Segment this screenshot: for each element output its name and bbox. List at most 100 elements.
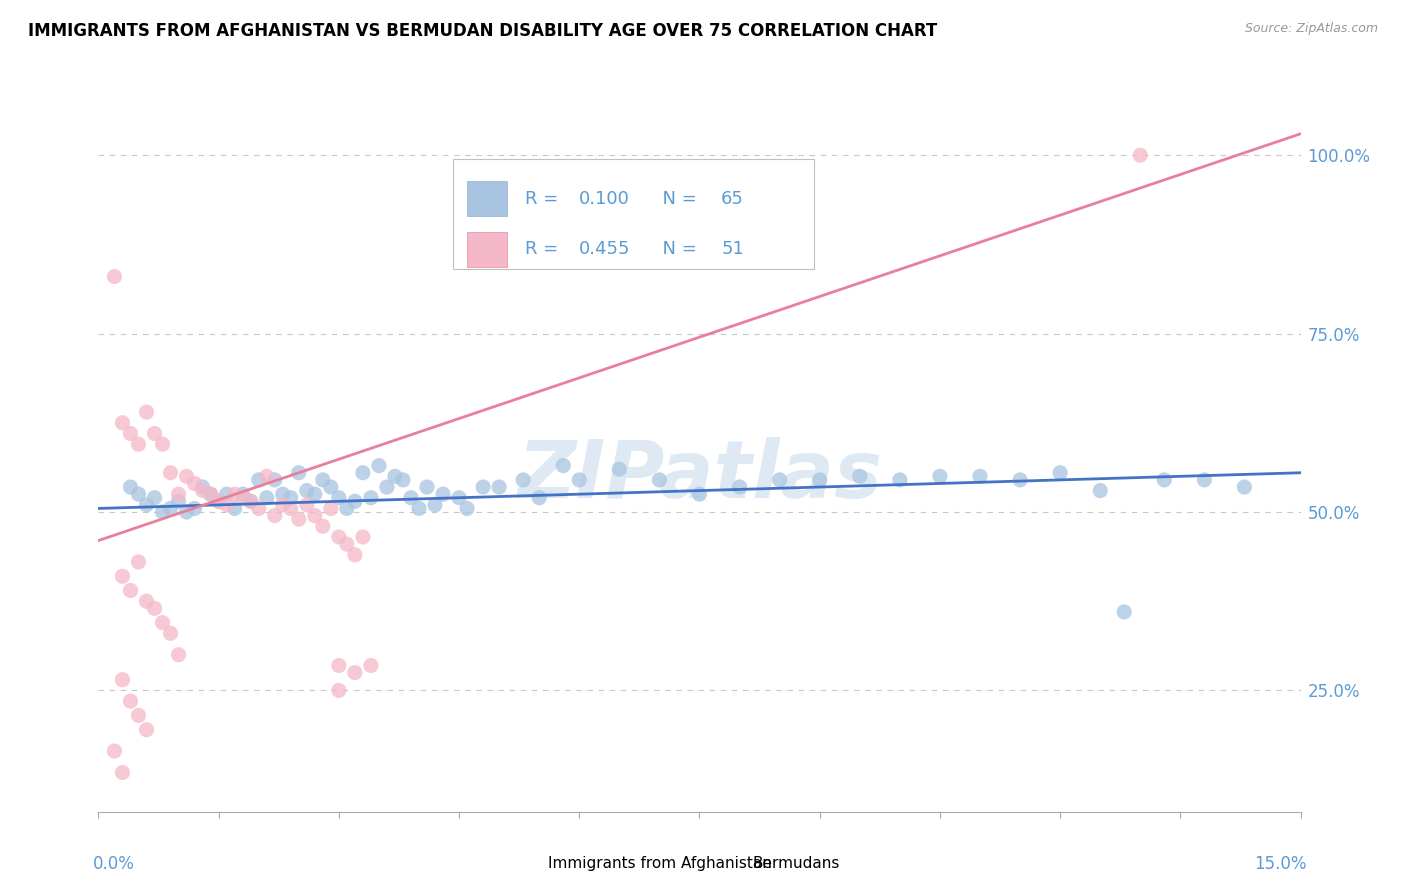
Point: [328, 491, 350, 505]
Point: [152, 615, 174, 630]
Point: [343, 665, 366, 680]
Point: [183, 501, 205, 516]
Text: N =: N =: [651, 241, 703, 259]
Point: [319, 501, 342, 516]
Bar: [717, 853, 744, 874]
Point: [512, 473, 534, 487]
Point: [263, 508, 285, 523]
Bar: [513, 853, 540, 874]
Point: [208, 494, 231, 508]
Point: [247, 473, 270, 487]
Point: [143, 426, 166, 441]
Point: [111, 569, 134, 583]
Point: [1114, 605, 1136, 619]
Point: [191, 480, 214, 494]
Point: [239, 494, 262, 508]
Point: [808, 473, 831, 487]
Point: [648, 473, 671, 487]
Point: [553, 458, 575, 473]
Point: [1088, 483, 1111, 498]
Point: [384, 469, 406, 483]
Point: [360, 658, 382, 673]
Point: [200, 487, 222, 501]
Point: [159, 466, 181, 480]
Point: [343, 548, 366, 562]
Text: R =: R =: [526, 241, 564, 259]
Point: [343, 494, 366, 508]
Point: [103, 269, 125, 284]
Point: [135, 498, 157, 512]
Point: [336, 501, 359, 516]
Point: [1233, 480, 1256, 494]
Point: [111, 416, 134, 430]
Text: 65: 65: [721, 190, 744, 208]
Point: [368, 458, 391, 473]
Point: [159, 626, 181, 640]
Point: [239, 494, 262, 508]
Point: [271, 487, 294, 501]
Point: [609, 462, 631, 476]
Point: [352, 466, 374, 480]
Point: [152, 437, 174, 451]
Point: [271, 498, 294, 512]
Point: [208, 494, 231, 508]
Point: [1010, 473, 1032, 487]
Point: [215, 487, 238, 501]
Point: [120, 426, 142, 441]
Text: 0.0%: 0.0%: [93, 855, 135, 872]
Point: [728, 480, 751, 494]
Text: ZIPatlas: ZIPatlas: [517, 437, 882, 516]
Point: [568, 473, 591, 487]
Point: [103, 744, 125, 758]
Point: [288, 466, 311, 480]
Point: [135, 594, 157, 608]
Point: [128, 708, 150, 723]
Point: [224, 501, 246, 516]
Point: [408, 501, 430, 516]
Point: [224, 487, 246, 501]
Point: [247, 501, 270, 516]
Point: [232, 487, 254, 501]
Text: N =: N =: [651, 190, 703, 208]
Point: [176, 469, 198, 483]
Point: [200, 487, 222, 501]
Point: [423, 498, 446, 512]
Point: [456, 501, 478, 516]
Text: 51: 51: [721, 241, 744, 259]
Point: [312, 519, 335, 533]
Point: [120, 480, 142, 494]
Point: [328, 658, 350, 673]
Point: [1194, 473, 1216, 487]
Point: [263, 473, 285, 487]
Point: [159, 501, 181, 516]
Point: [352, 530, 374, 544]
Point: [689, 487, 711, 501]
Text: 0.455: 0.455: [579, 241, 631, 259]
Point: [1153, 473, 1175, 487]
Point: [312, 473, 335, 487]
Point: [288, 512, 311, 526]
Text: 0.100: 0.100: [579, 190, 630, 208]
Point: [328, 683, 350, 698]
Bar: [467, 232, 508, 267]
Point: [472, 480, 495, 494]
Point: [128, 487, 150, 501]
Text: R =: R =: [526, 190, 564, 208]
Point: [191, 483, 214, 498]
Point: [328, 530, 350, 544]
Point: [143, 601, 166, 615]
Point: [849, 469, 872, 483]
Point: [1129, 148, 1152, 162]
Point: [488, 480, 510, 494]
Point: [120, 694, 142, 708]
Point: [111, 765, 134, 780]
Bar: [467, 181, 508, 216]
Point: [889, 473, 911, 487]
Point: [416, 480, 439, 494]
Text: Source: ZipAtlas.com: Source: ZipAtlas.com: [1244, 22, 1378, 36]
Point: [529, 491, 551, 505]
Point: [135, 405, 157, 419]
Text: Bermudans: Bermudans: [752, 856, 839, 871]
Point: [280, 501, 302, 516]
Point: [769, 473, 792, 487]
